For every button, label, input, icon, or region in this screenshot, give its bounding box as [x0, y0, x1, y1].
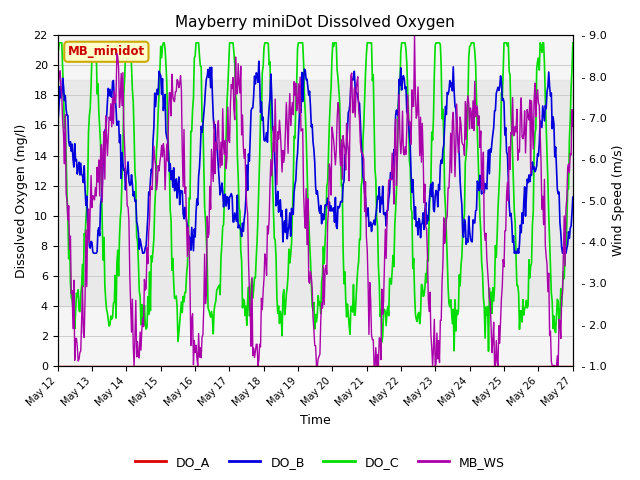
Title: Mayberry miniDot Dissolved Oxygen: Mayberry miniDot Dissolved Oxygen: [175, 15, 455, 30]
Text: MB_minidot: MB_minidot: [68, 45, 145, 58]
Y-axis label: Dissolved Oxygen (mg/l): Dissolved Oxygen (mg/l): [15, 123, 28, 278]
Legend: DO_A, DO_B, DO_C, MB_WS: DO_A, DO_B, DO_C, MB_WS: [130, 451, 510, 474]
Bar: [58, 81, 573, 306]
X-axis label: Time: Time: [300, 414, 330, 427]
Y-axis label: Wind Speed (m/s): Wind Speed (m/s): [612, 145, 625, 256]
